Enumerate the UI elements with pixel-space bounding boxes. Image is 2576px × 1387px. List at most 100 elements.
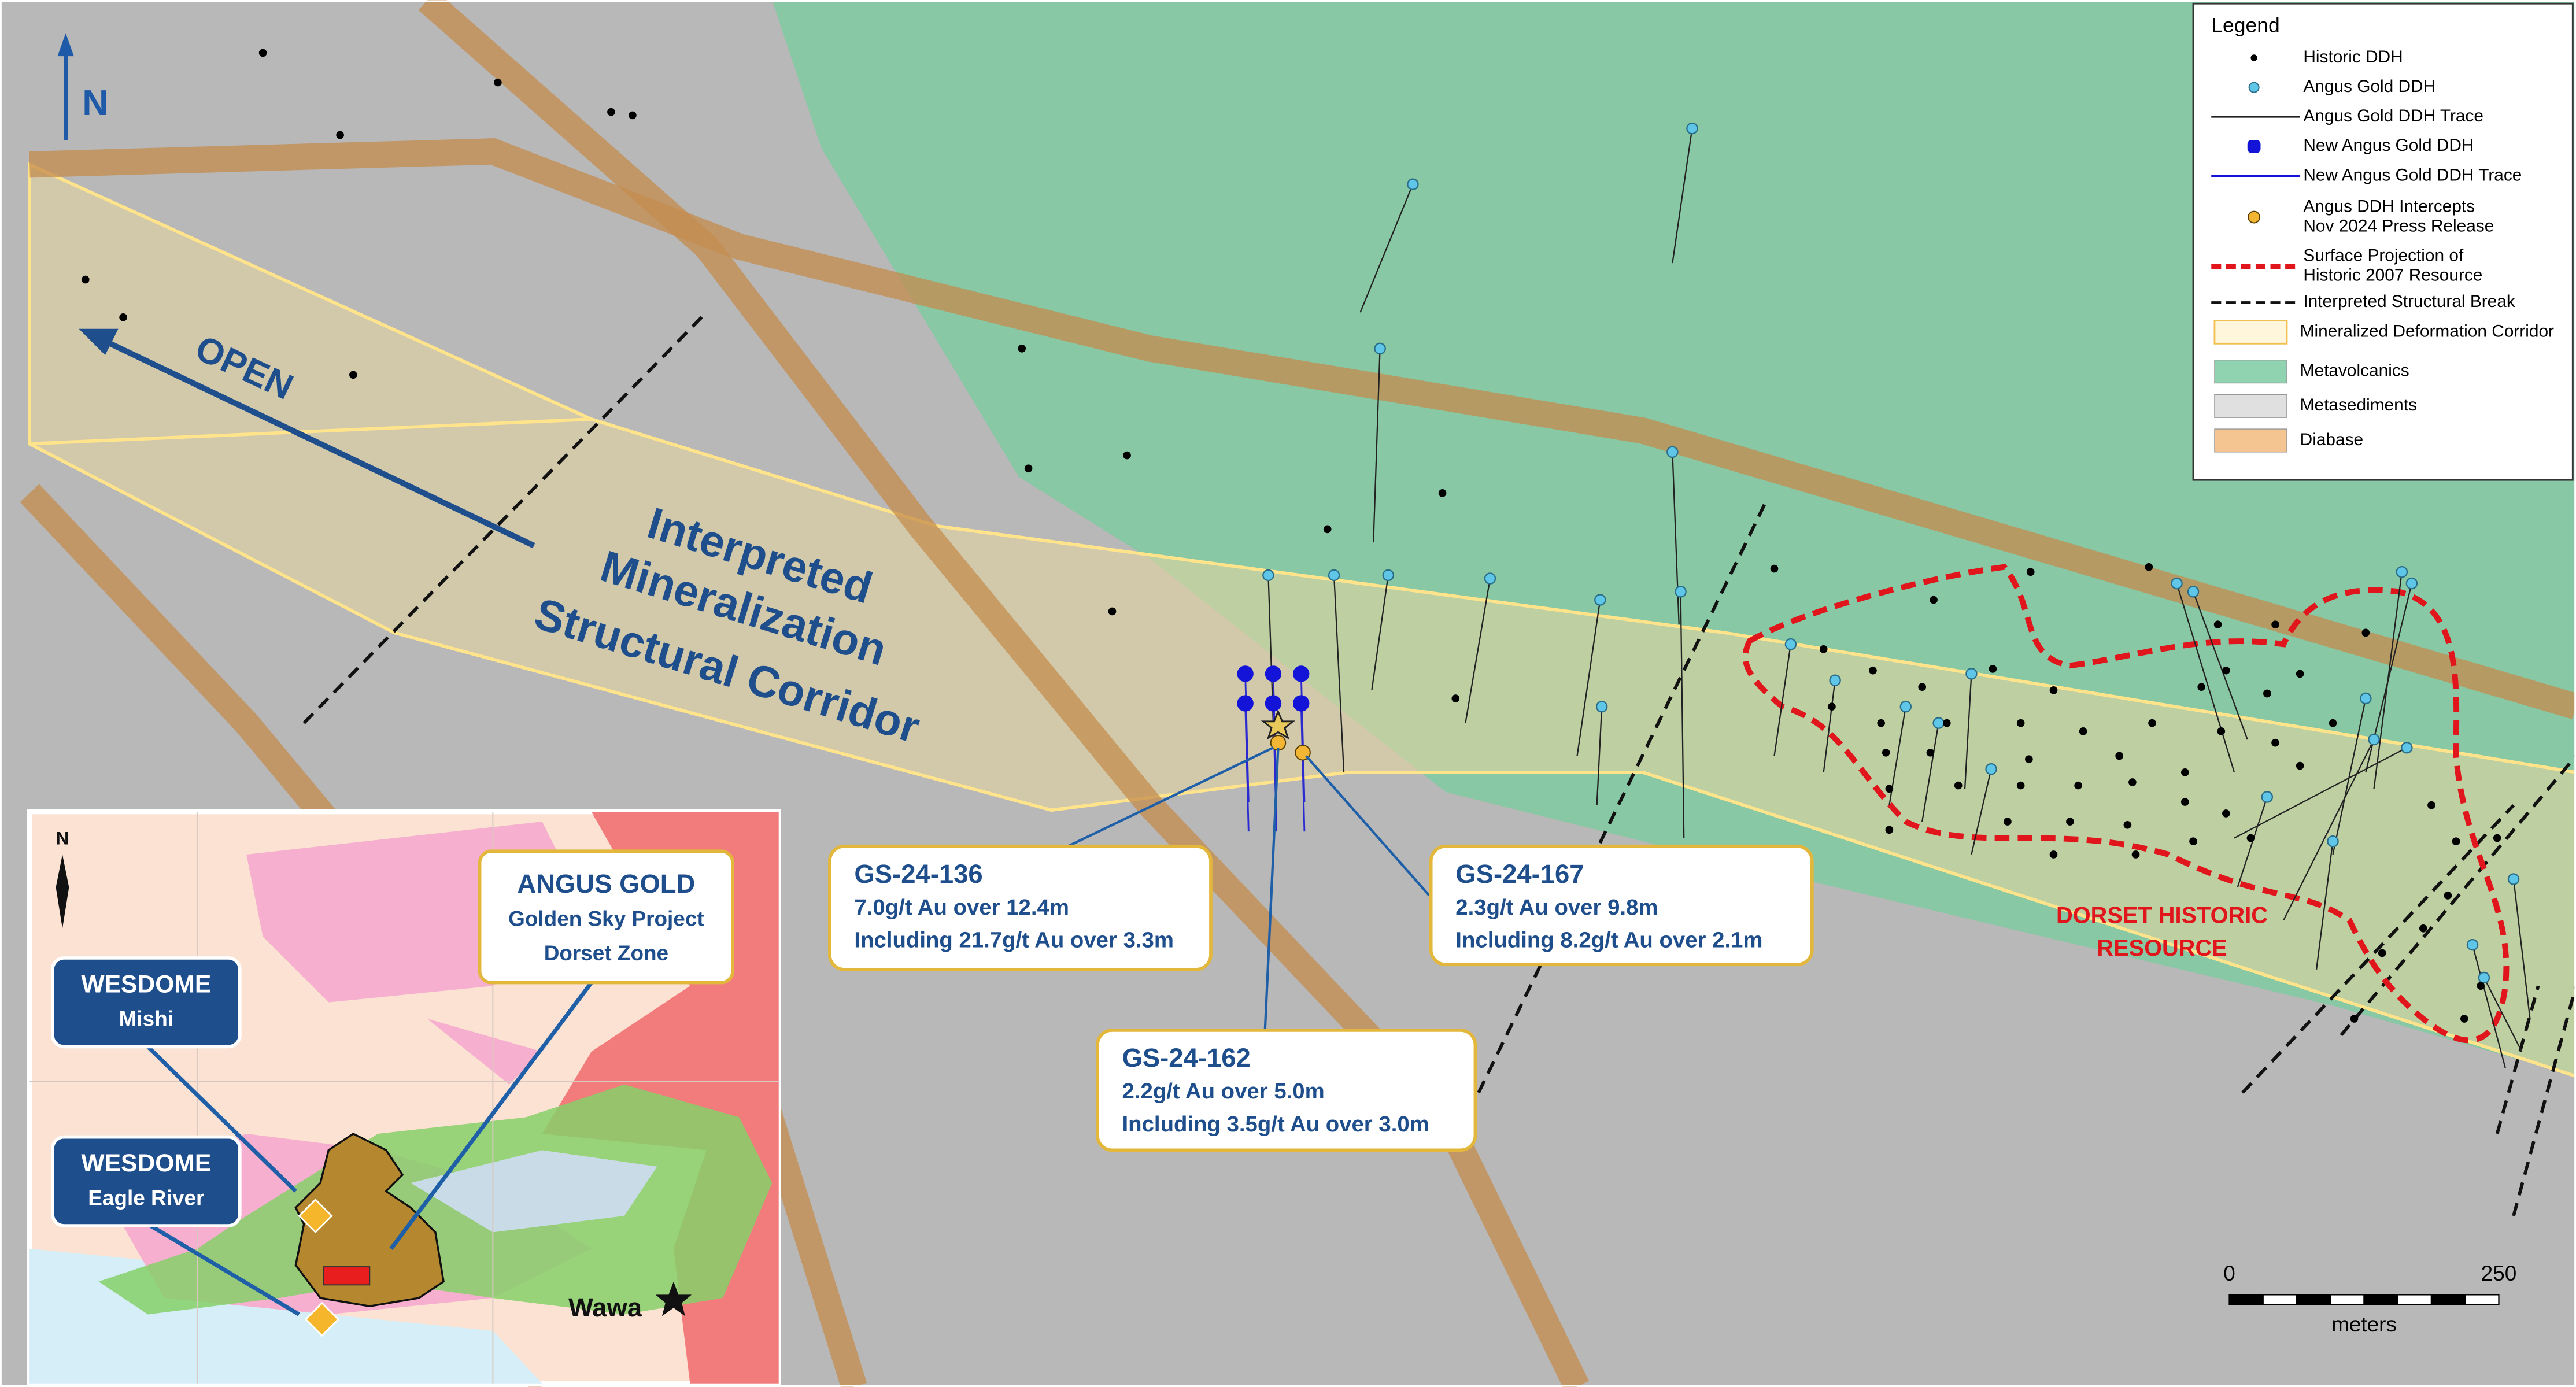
callout-leader: [1305, 755, 1431, 897]
historic-ddh: [2378, 949, 2386, 957]
ddh-trace: [2471, 944, 2506, 1068]
wesdome-box: [51, 1135, 242, 1227]
historic-ddh: [2066, 818, 2074, 826]
historic-ddh: [2180, 768, 2189, 776]
historic-ddh: [2128, 778, 2137, 786]
ddh-trace: [1359, 184, 1414, 313]
historic-ddh: [1438, 489, 1447, 497]
historic-ddh: [494, 78, 502, 87]
inset-leader: [146, 1222, 300, 1316]
historic-ddh: [2493, 834, 2501, 842]
callout-line: Including 21.7g/t Au over 3.3m: [854, 928, 1174, 953]
legend-symbol: [2248, 210, 2261, 224]
new-angus-ddh: [1265, 665, 1282, 682]
diabase-dyke: [29, 138, 2576, 720]
ddh-trace: [1971, 768, 1992, 855]
historic-ddh: [2049, 686, 2058, 694]
historic-ddh: [2361, 628, 2370, 637]
ddh-trace: [2332, 698, 2367, 855]
callout-line: 2.2g/t Au over 5.0m: [1122, 1079, 1325, 1104]
angus-box: [478, 849, 735, 985]
historic-ddh: [1885, 826, 1894, 834]
historic-ddh: [336, 131, 344, 139]
historic-ddh: [2016, 781, 2025, 790]
angus-ddh: [2187, 586, 2200, 598]
callout-box: [1429, 844, 1814, 967]
structural-break: [302, 311, 708, 724]
inset-town-star: [655, 1281, 692, 1316]
north-label: N: [82, 83, 108, 123]
ddh-trace: [2176, 583, 2235, 773]
legend-label: New Angus Gold DDH: [2303, 136, 2474, 155]
legend-label: Angus Gold DDH: [2303, 77, 2435, 96]
angus-ddh: [1262, 569, 1274, 582]
historic-ddh: [2222, 666, 2230, 675]
legend-symbol: [2250, 54, 2257, 61]
legend-label: Diabase: [2300, 430, 2363, 449]
historic-ddh: [2296, 670, 2304, 678]
legend-label: Mineralized Deformation Corridor: [2300, 321, 2554, 341]
open-arrow-head: [79, 328, 119, 356]
ddh-trace: [1371, 575, 1389, 690]
historic-ddh: [607, 108, 615, 116]
legend-label: Nov 2024 Press Release: [2303, 216, 2494, 235]
angus-ddh: [1382, 569, 1395, 582]
angus-ddh: [1594, 594, 1606, 606]
angus-ddh: [1932, 717, 1945, 729]
historic-ddh: [1323, 525, 1332, 534]
historic-ddh: [1770, 564, 1779, 573]
wesdome-label: Mishi: [119, 1007, 173, 1031]
inset-leader: [389, 981, 593, 1250]
angus-ddh: [2478, 971, 2490, 984]
deformation-corridor: [28, 162, 2576, 1078]
ddh-trace: [1773, 644, 1792, 756]
legend-symbol: [2213, 320, 2288, 345]
scale-segment: [2296, 1294, 2331, 1305]
callout-title: GS-24-162: [1122, 1043, 1251, 1072]
legend-symbol: [2248, 82, 2260, 93]
historic-ddh: [2296, 761, 2304, 770]
legend-label: Historic DDH: [2303, 47, 2403, 66]
historic-ddh: [349, 371, 357, 379]
legend-label: New Angus Gold DDH Trace: [2303, 165, 2522, 184]
angus-ddh: [2360, 692, 2372, 705]
historic-ddh: [629, 111, 637, 120]
ddh-trace: [1576, 600, 1601, 756]
historic-ddh: [81, 275, 90, 284]
historic-ddh: [1882, 748, 1890, 757]
historic-ddh: [1877, 719, 1885, 727]
historic-ddh: [1869, 666, 1877, 675]
scale-start: 0: [2223, 1262, 2235, 1285]
angus-ddh: [1829, 674, 1841, 686]
legend-label: Metavolcanics: [2300, 361, 2409, 380]
historic-ddh: [1451, 694, 1460, 702]
north-arrow-head: [57, 33, 74, 57]
callout-leader: [1263, 748, 1280, 1031]
historic-ddh: [2079, 727, 2087, 735]
historic-ddh: [2452, 837, 2460, 846]
historic-ddh: [1885, 785, 1894, 793]
historic-ddh: [1123, 451, 1131, 460]
historic-ddh: [2222, 809, 2230, 818]
angus-ddh: [1595, 701, 1608, 713]
angus-label: ANGUS GOLD: [517, 869, 695, 898]
angus-ddh: [2368, 733, 2380, 746]
ddh-trace: [1596, 707, 1603, 805]
angus-ddh: [2401, 742, 2413, 754]
structural-break: [2495, 985, 2540, 1134]
inset-map: Wawa N WESDOME Mishi WESDOME Eagle River ANGUS…: [27, 809, 781, 1386]
historic-ddh: [258, 49, 267, 57]
angus-ddh: [1675, 586, 1687, 598]
historic-ddh: [1989, 665, 1997, 673]
historic-ddh: [2271, 738, 2279, 747]
historic-ddh: [2148, 719, 2156, 727]
scale-segment: [2397, 1294, 2433, 1305]
callout-leader: [1067, 746, 1274, 848]
callout-line: 7.0g/t Au over 12.4m: [854, 895, 1069, 920]
inset-north-arrow: [56, 854, 69, 929]
historic-ddh: [2217, 727, 2226, 735]
scale-segment: [2363, 1294, 2398, 1305]
scale-end: 250: [2481, 1262, 2517, 1285]
